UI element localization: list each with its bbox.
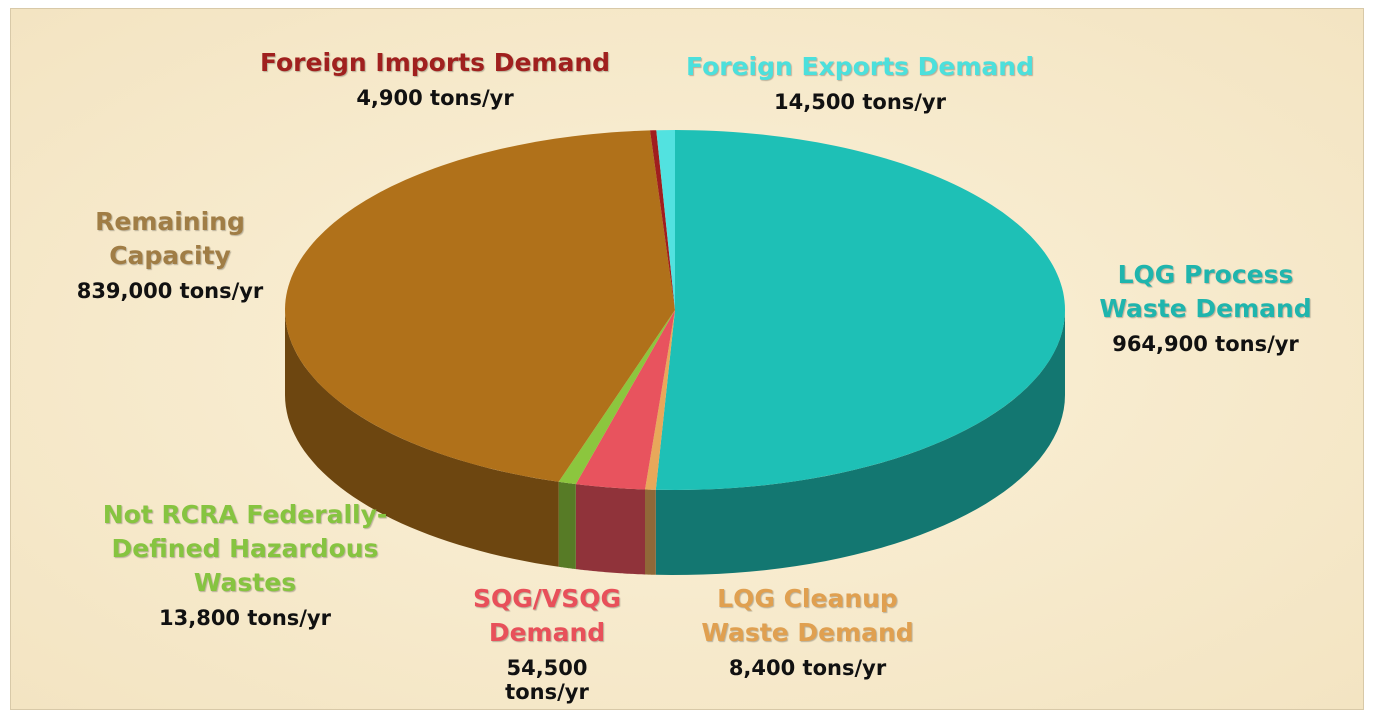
value-label: 14,500 tons/yr xyxy=(774,90,946,114)
slice-label: LQG Process Waste Demand 964,900 tons/yr xyxy=(1098,258,1313,356)
slice-label: SQG/VSQG Demand 54,500 tons/yr xyxy=(462,582,632,704)
pie-slice xyxy=(575,310,675,490)
value-label: 4,900 tons/yr xyxy=(356,86,514,110)
pie-slice xyxy=(656,130,675,310)
slice-label: Remaining Capacity 839,000 tons/yr xyxy=(70,205,270,303)
category-name: SQG/VSQG Demand xyxy=(472,584,622,647)
slice-label: LQG Cleanup Waste Demand 8,400 tons/yr xyxy=(700,582,915,680)
category-name: Foreign Exports Demand xyxy=(686,52,1034,81)
pie-slice xyxy=(645,310,675,490)
pie-side xyxy=(655,310,1065,575)
slice-label: Foreign Exports Demand 14,500 tons/yr xyxy=(660,50,1060,114)
pie-slice xyxy=(650,130,675,310)
value-label: 8,400 tons/yr xyxy=(728,656,887,680)
value-label: 839,000 tons/yr xyxy=(76,279,264,303)
value-label: 54,500 tons/yr xyxy=(505,656,589,704)
category-name: Foreign Imports Demand xyxy=(259,48,611,77)
pie-side xyxy=(575,484,645,575)
category-name: LQG Cleanup Waste Demand xyxy=(701,584,914,647)
category-name: LQG Process Waste Demand xyxy=(1099,260,1312,323)
pie-slice xyxy=(558,310,675,485)
category-name: Not RCRA Federally-Defined Hazardous Was… xyxy=(102,500,388,597)
pie-slice xyxy=(285,130,675,482)
pie-slice xyxy=(655,130,1065,490)
slice-label: Not RCRA Federally-Defined Hazardous Was… xyxy=(100,498,390,630)
pie-side xyxy=(558,481,576,570)
pie-side xyxy=(285,310,559,567)
slice-label: Foreign Imports Demand 4,900 tons/yr xyxy=(250,46,620,110)
value-label: 964,900 tons/yr xyxy=(1112,332,1299,356)
category-name: Remaining Capacity xyxy=(95,207,245,270)
pie-side xyxy=(645,489,656,575)
value-label: 13,800 tons/yr xyxy=(159,606,331,630)
